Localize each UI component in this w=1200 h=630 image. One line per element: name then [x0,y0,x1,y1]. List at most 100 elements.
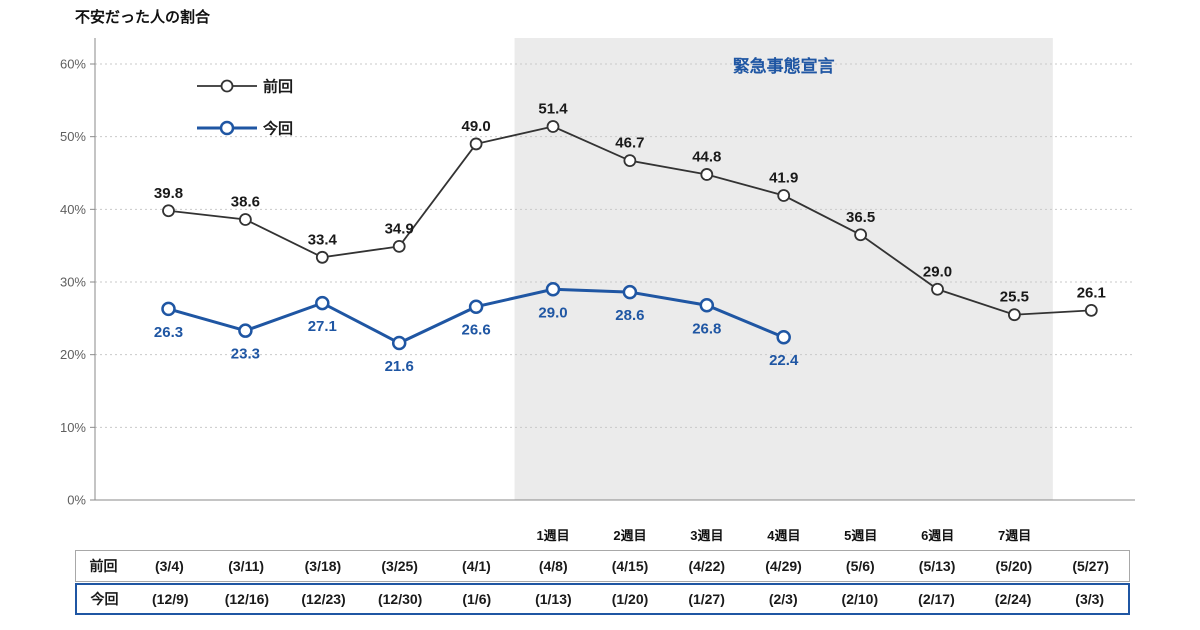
value-label-current: 21.6 [385,358,414,375]
value-label-previous: 44.8 [692,148,721,165]
date-cell: (1/13) [535,591,572,607]
marker-current [622,284,638,300]
value-label-previous: 51.4 [538,100,568,117]
week-labels-row: 1週目 2週目 3週目 4週目 5週目 6週目 7週目 [75,526,1130,546]
y-tick-label: 30% [60,275,86,290]
row-header-current: 今回 [90,591,119,607]
emergency-band [514,38,1053,500]
value-label-current: 26.6 [461,322,490,339]
date-cell: (1/27) [688,591,725,607]
marker-current [238,323,253,338]
value-label-previous: 36.5 [846,209,875,226]
date-cell: (1/20) [611,591,649,607]
date-cell: (3/25) [381,558,418,574]
date-cell: (4/1) [462,558,491,574]
date-cell: (3/11) [228,558,265,574]
legend-label-previous: 前回 [263,78,293,96]
value-label-previous: 38.6 [231,194,260,211]
date-cell: (12/30) [377,591,423,607]
week-label-empty [361,526,438,546]
value-label-previous: 26.1 [1077,284,1106,301]
marker-current [776,329,791,345]
marker-current [315,295,330,311]
week-label: 5週目 [844,528,878,543]
value-label-current: 28.6 [615,307,644,324]
y-tick-label: 0% [67,493,86,508]
value-label-current: 29.0 [538,304,567,321]
value-label-current: 23.3 [231,346,260,363]
marker-previous [854,228,867,242]
y-tick-label: 10% [60,420,86,435]
legend-marker-previous [220,79,234,93]
value-label-current: 27.1 [308,318,337,335]
marker-previous [238,213,252,226]
date-cell: (3/4) [154,558,184,574]
date-cell: (2/10) [841,591,879,607]
week-label-empty [207,526,284,546]
marker-previous [777,189,791,202]
date-cell: (4/22) [688,558,726,574]
y-tick-label: 50% [60,129,86,144]
y-tick-label: 40% [60,202,86,217]
week-label-empty [438,526,515,546]
legend-marker-current [219,120,235,136]
value-label-previous: 25.5 [1000,289,1029,306]
value-label-current: 22.4 [769,352,799,369]
date-cell: (5/20) [995,558,1033,574]
date-row-current: 今回 (12/9) (12/16) (12/23) (12/30) (1/6) (1/13)… [75,583,1130,615]
value-label-previous: 46.7 [615,135,644,152]
marker-previous [162,204,175,218]
date-cell: (1/6) [462,591,492,607]
value-label-previous: 39.8 [154,185,183,202]
marker-previous [623,154,637,168]
week-label-empty [130,526,207,546]
legend-label-current: 今回 [262,120,293,138]
marker-current [545,282,561,297]
date-cell: (4/15) [611,558,649,574]
chart-title: 不安だった人の割合 [75,9,211,26]
value-label-previous: 33.4 [308,231,338,248]
date-cell: (4/8) [538,558,568,574]
week-row-spacer [75,526,130,546]
week-label-empty [1053,526,1130,546]
week-label-empty [284,526,361,546]
marker-previous [700,168,714,181]
week-label: 1週目 [536,528,570,543]
y-tick-label: 20% [60,347,86,362]
marker-current [391,335,407,351]
week-label: 2週目 [613,528,647,543]
marker-current [161,301,176,317]
marker-previous [1008,308,1021,322]
date-cell: (5/13) [918,558,956,574]
row-header-previous: 前回 [89,558,118,574]
date-cell: (12/9) [152,591,189,607]
y-tick-label: 60% [60,57,86,72]
marker-previous [1084,303,1098,317]
value-label-current: 26.3 [154,324,183,341]
emergency-label: 緊急事態宣言 [733,56,835,76]
marker-previous [546,120,560,133]
week-label: 3週目 [690,528,724,543]
date-cell: (3/18) [304,558,342,574]
marker-current [468,299,484,314]
date-cell: (12/16) [224,591,270,607]
date-cell: (3/3) [1075,591,1105,607]
date-cell: (5/27) [1072,558,1109,574]
value-label-previous: 41.9 [769,170,798,187]
value-label-previous: 49.0 [461,118,490,135]
marker-current [699,298,715,313]
date-row-previous: 前回 (3/4) (3/11) (3/18) (3/25) (4/1) (4/8) (4/15… [75,550,1130,582]
date-table: 前回 (3/4) (3/11) (3/18) (3/25) (4/1) (4/8) (4/15… [75,550,1130,615]
value-label-previous: 34.9 [385,220,414,237]
date-cell: (5/6) [845,558,875,574]
week-label: 7週目 [997,528,1032,543]
marker-previous [931,282,944,296]
date-cell: (12/23) [301,591,346,607]
date-cell: (4/29) [765,558,802,574]
marker-previous [392,239,406,253]
date-cell: (2/24) [994,591,1032,607]
week-label: 4週目 [767,528,801,543]
marker-previous [315,250,329,264]
anxiety-line-chart: 0% 10% 20% 30% 40% 50% 60% 緊急事態宣言 39.8 38.6 33.4 34… [60,38,1135,508]
